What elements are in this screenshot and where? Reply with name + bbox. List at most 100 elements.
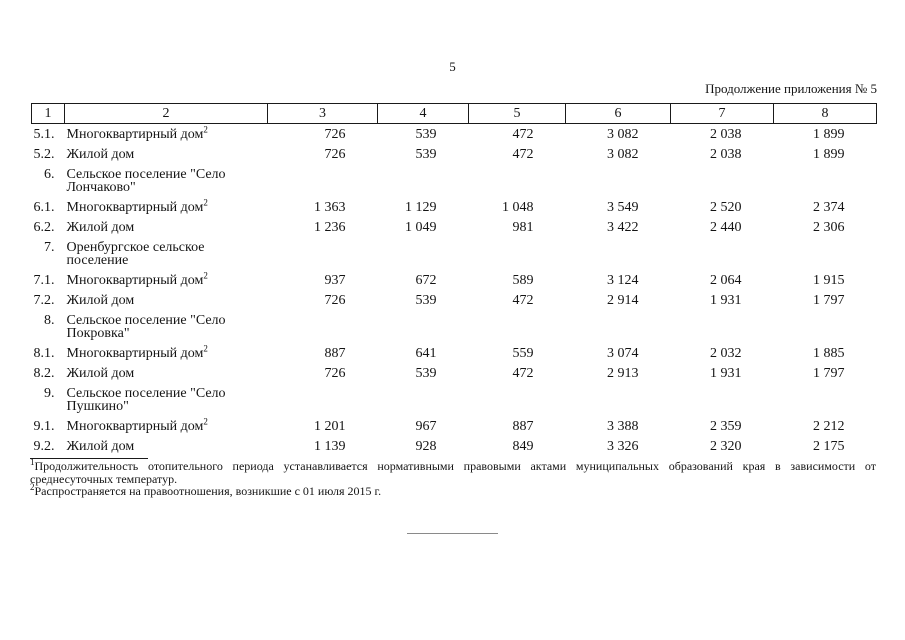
value-cell: 3 326: [607, 439, 639, 454]
column-header: 8: [773, 103, 877, 124]
table-row: 8.2. Жилой дом 726 539 472 2 913 1 931 1 797: [32, 363, 877, 383]
row-number: 6.2.: [33, 220, 55, 235]
footnote-1-marker: 1: [30, 457, 35, 467]
footnote-1: 1Продолжительность отопительного периода…: [30, 457, 876, 485]
value-cell: [268, 164, 378, 197]
footnotes-block: 1Продолжительность отопительного периода…: [30, 458, 876, 498]
column-header: 2: [64, 103, 268, 124]
row-number: 6.1.: [33, 200, 55, 215]
row-label: Многоквартирный дом2: [66, 270, 208, 288]
value-cell: 2 374: [813, 200, 845, 215]
footnote-reference: 2: [203, 416, 208, 427]
row-label: Сельское поселение "Село Пушкино": [66, 386, 226, 414]
value-cell: [268, 310, 378, 343]
row-number: 8.1.: [33, 346, 55, 361]
value-cell: 539: [415, 127, 437, 142]
row-number: 9.1.: [33, 419, 55, 434]
row-number: 5.1.: [33, 127, 55, 142]
column-header: 5: [468, 103, 566, 124]
value-cell: 937: [324, 273, 346, 288]
value-cell: 472: [512, 366, 534, 381]
value-cell: 1 201: [314, 419, 346, 434]
value-cell: 928: [415, 439, 437, 454]
value-cell: [671, 237, 774, 270]
value-cell: 1 236: [314, 220, 346, 235]
value-cell: [378, 383, 469, 416]
value-cell: 2 032: [710, 346, 742, 361]
row-number: 7.: [44, 240, 55, 255]
row-number: 8.2.: [33, 366, 55, 381]
value-cell: 2 038: [710, 127, 742, 142]
footnote-separator: [30, 458, 148, 459]
value-cell: 3 082: [607, 147, 639, 162]
footnote-reference: 2: [203, 124, 208, 135]
value-cell: 472: [512, 127, 534, 142]
value-cell: [774, 383, 877, 416]
value-cell: 472: [512, 293, 534, 308]
value-cell: [469, 164, 566, 197]
value-cell: [566, 310, 671, 343]
table-row: 7.1. Многоквартирный дом2 937 672 589 3 124 2 …: [32, 270, 877, 290]
value-cell: [378, 164, 469, 197]
row-number: 9.: [44, 386, 55, 401]
value-cell: [378, 310, 469, 343]
value-cell: 1 899: [813, 127, 845, 142]
footnote-reference: 2: [203, 270, 208, 281]
value-cell: [566, 164, 671, 197]
value-cell: 3 082: [607, 127, 639, 142]
value-cell: [671, 383, 774, 416]
value-cell: 2 175: [813, 439, 845, 454]
row-number: 5.2.: [33, 147, 55, 162]
value-cell: 887: [324, 346, 346, 361]
footnote-2-text: Распространяется на правоотношения, возн…: [34, 484, 382, 498]
row-number: 6.: [44, 167, 55, 182]
bottom-divider: [407, 533, 498, 534]
table-row: 6.2. Жилой дом 1 236 1 049 981 3 422 2 440 2 30…: [32, 217, 877, 237]
value-cell: 2 440: [710, 220, 742, 235]
column-header: 6: [565, 103, 671, 124]
row-label: Жилой дом: [66, 220, 135, 235]
row-label: Многоквартирный дом2: [66, 416, 208, 434]
value-cell: 1 049: [405, 220, 437, 235]
value-cell: [774, 237, 877, 270]
row-label: Многоквартирный дом2: [66, 343, 208, 361]
value-cell: 539: [415, 366, 437, 381]
value-cell: 1 931: [710, 366, 742, 381]
table-row: 6. Сельское поселение "Село Лончаково": [32, 164, 877, 197]
row-label: Многоквартирный дом2: [66, 197, 208, 215]
value-cell: 1 797: [813, 293, 845, 308]
table-body: 5.1. Многоквартирный дом2 726 539 472 3 082 2 …: [32, 124, 877, 457]
footnote-reference: 2: [203, 343, 208, 354]
value-cell: 2 520: [710, 200, 742, 215]
value-cell: 472: [512, 147, 534, 162]
value-cell: 2 914: [607, 293, 639, 308]
value-cell: [378, 237, 469, 270]
value-cell: [671, 164, 774, 197]
table-row: 9.1. Многоквартирный дом2 1 201 967 887 3 388…: [32, 416, 877, 436]
appendix-continuation-label: Продолжение приложения № 5: [705, 81, 877, 96]
value-cell: 1 129: [405, 200, 437, 215]
page-number: 5: [449, 59, 456, 74]
value-cell: [774, 310, 877, 343]
footnote-reference: 2: [203, 197, 208, 208]
value-cell: 849: [512, 439, 534, 454]
value-cell: 887: [512, 419, 534, 434]
value-cell: [268, 237, 378, 270]
table-row: 8.1. Многоквартирный дом2 887 641 559 3 074 2 …: [32, 343, 877, 363]
value-cell: [566, 383, 671, 416]
column-header: 7: [670, 103, 774, 124]
value-cell: [469, 383, 566, 416]
value-cell: 726: [324, 127, 346, 142]
value-cell: 3 124: [607, 273, 639, 288]
value-cell: 2 913: [607, 366, 639, 381]
table-row: 7. Оренбургское сельское поселение: [32, 237, 877, 270]
column-header: 3: [267, 103, 378, 124]
value-cell: [671, 310, 774, 343]
row-label: Многоквартирный дом2: [66, 124, 208, 142]
value-cell: 2 306: [813, 220, 845, 235]
value-cell: 1 885: [813, 346, 845, 361]
value-cell: 1 899: [813, 147, 845, 162]
value-cell: 1 139: [314, 439, 346, 454]
row-number: 9.2.: [33, 439, 55, 454]
